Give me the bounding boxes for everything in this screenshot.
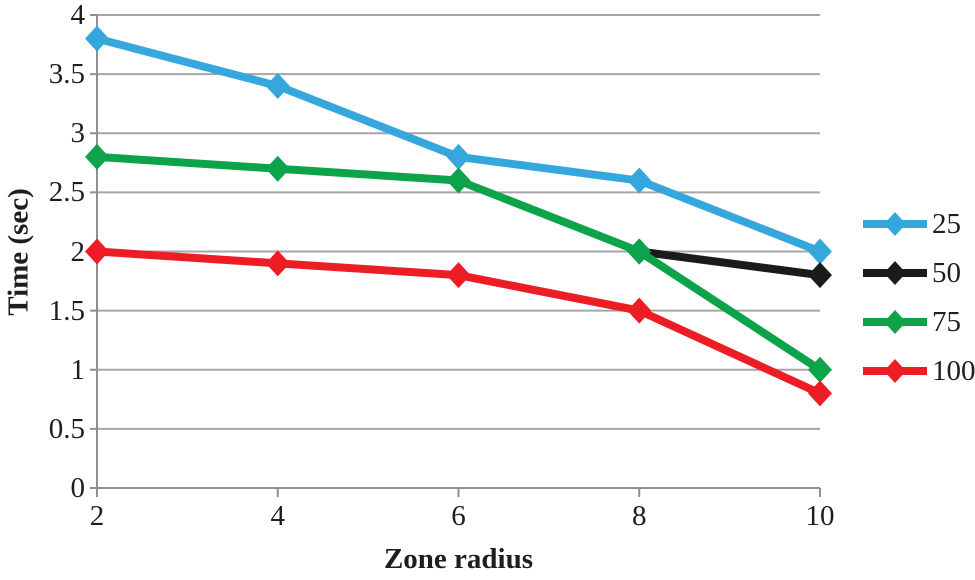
- x-tick-label: 4: [270, 500, 286, 532]
- legend-marker-icon: [863, 359, 927, 383]
- legend-item-25: 25: [860, 209, 961, 239]
- x-tick-label: 8: [632, 500, 647, 532]
- legend-item-75: 75: [860, 307, 961, 337]
- data-point-marker-100: [265, 250, 290, 277]
- data-point-marker-100: [627, 297, 652, 324]
- y-tick-label: 4: [70, 0, 86, 31]
- legend-diamond: [884, 212, 906, 236]
- legend-label: 75: [932, 306, 961, 338]
- y-tick-label: 3.5: [48, 58, 85, 91]
- legend-label: 50: [932, 257, 961, 289]
- y-tick-label: 2.5: [48, 176, 85, 209]
- data-point-marker-75: [265, 155, 290, 182]
- data-point-marker-100: [85, 238, 109, 265]
- legend-diamond: [884, 359, 906, 383]
- legend-label: 100: [932, 355, 975, 387]
- data-point-marker-75: [627, 238, 652, 265]
- data-point-marker-100: [808, 380, 832, 407]
- y-tick-label: 0: [70, 472, 86, 504]
- x-tick-label: 6: [451, 500, 466, 532]
- x-axis-title: Zone radius: [383, 543, 534, 575]
- data-point-marker-50: [808, 262, 832, 289]
- data-point-marker-100: [446, 262, 471, 289]
- legend-diamond: [884, 261, 906, 285]
- y-tick-label: 2: [70, 235, 86, 268]
- data-point-marker-25: [85, 25, 109, 52]
- legend-item-100: 100: [860, 356, 975, 386]
- legend-marker-icon: [863, 212, 927, 236]
- y-tick-label: 3: [70, 117, 86, 150]
- data-point-marker-25: [808, 238, 832, 265]
- x-tick-label: 2: [89, 500, 105, 532]
- y-axis-title: Time (sec): [2, 188, 35, 316]
- legend-diamond: [884, 310, 906, 334]
- data-point-marker-25: [446, 143, 471, 170]
- legend-marker-icon: [863, 261, 927, 285]
- data-point-marker-25: [265, 72, 290, 99]
- y-tick-label: 0.5: [48, 412, 85, 445]
- series-line-50: [638, 247, 821, 280]
- y-tick-label: 1.5: [48, 294, 85, 327]
- legend-marker-icon: [863, 310, 927, 334]
- x-tick-label: 10: [805, 500, 835, 532]
- y-tick-label: 1: [70, 353, 86, 386]
- data-point-marker-25: [627, 167, 652, 194]
- data-point-marker-75: [85, 143, 109, 170]
- legend-item-50: 50: [860, 258, 961, 288]
- legend-label: 25: [932, 208, 961, 240]
- data-point-marker-75: [446, 167, 471, 194]
- data-point-marker-75: [808, 356, 832, 383]
